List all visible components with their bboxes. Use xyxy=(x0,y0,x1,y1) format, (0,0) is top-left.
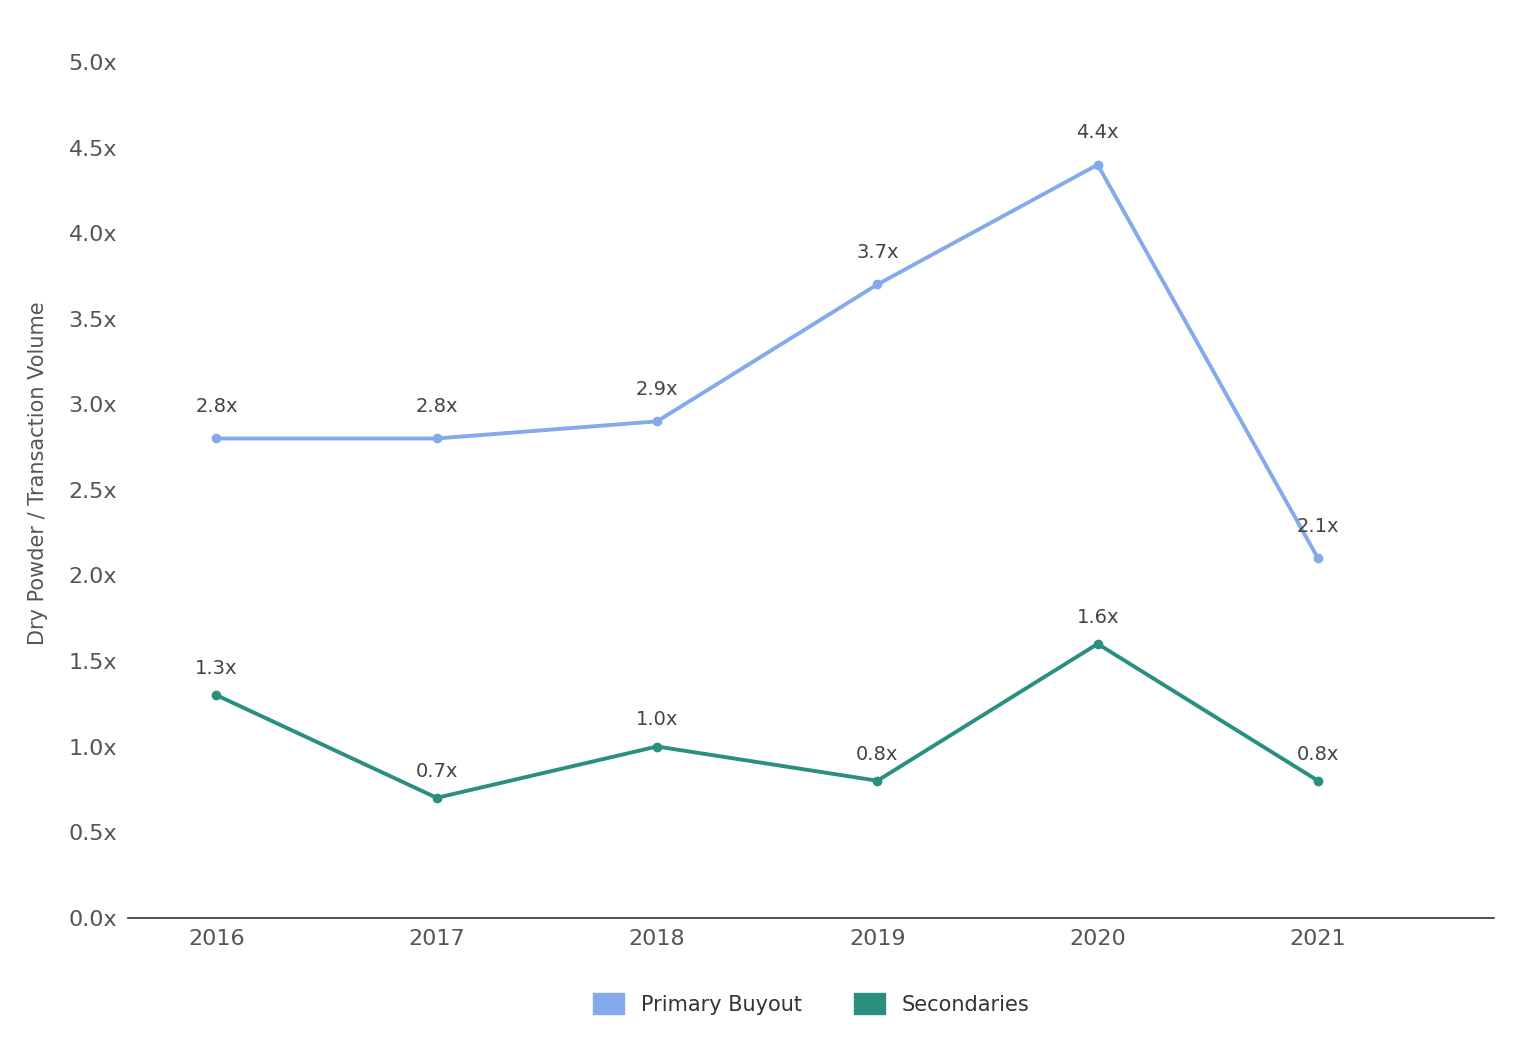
Text: 2.8x: 2.8x xyxy=(416,397,458,417)
Text: 1.0x: 1.0x xyxy=(636,711,679,729)
Legend: Primary Buyout, Secondaries: Primary Buyout, Secondaries xyxy=(584,985,1038,1023)
Text: 3.7x: 3.7x xyxy=(857,243,898,262)
Text: 1.3x: 1.3x xyxy=(195,659,237,678)
Text: 2.9x: 2.9x xyxy=(636,380,679,399)
Text: 2.8x: 2.8x xyxy=(195,397,237,417)
Text: 0.8x: 0.8x xyxy=(857,745,898,764)
Text: 4.4x: 4.4x xyxy=(1076,124,1119,142)
Text: 0.8x: 0.8x xyxy=(1297,745,1339,764)
Text: 0.7x: 0.7x xyxy=(416,762,458,780)
Text: 1.6x: 1.6x xyxy=(1076,608,1119,627)
Y-axis label: Dry Powder / Transaction Volume: Dry Powder / Transaction Volume xyxy=(27,301,47,644)
Text: 2.1x: 2.1x xyxy=(1297,517,1339,536)
